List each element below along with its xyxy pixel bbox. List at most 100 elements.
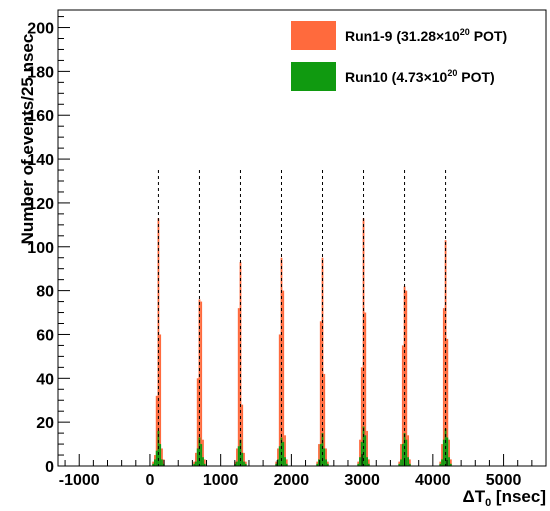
bar-run1-9-bunch5 [321, 257, 324, 466]
bar-run1-9-bunch4 [277, 448, 279, 466]
bar-run1-9-bunch2 [200, 301, 203, 466]
bar-run10-bunch8 [439, 463, 442, 466]
y-tick-label: 200 [27, 21, 54, 38]
bar-run10-bunch5 [316, 463, 319, 466]
bar-run10-bunch7 [407, 457, 409, 466]
bar-run10-bunch4 [275, 463, 278, 466]
bunch-center-markers [157, 170, 447, 466]
bar-run1-9-bunch6 [364, 312, 367, 466]
y-tick-label: 120 [27, 196, 54, 213]
bar-run10-bunch3 [237, 446, 240, 466]
bar-run1-9-bunch4 [280, 257, 283, 466]
bar-run10-bunch2 [196, 448, 199, 466]
x-axis-label: ΔT0 [nsec] [462, 487, 546, 509]
y-tick-label: 100 [27, 240, 54, 257]
bar-run10-bunch3 [244, 463, 247, 466]
bar-run1-9-bunch4 [285, 459, 288, 466]
x-tick-label: 0 [145, 472, 154, 489]
bar-run10-bunch6 [357, 463, 360, 466]
y-tick-label: 80 [36, 284, 54, 301]
legend-swatch-run10 [291, 62, 336, 91]
bar-run10-bunch1 [154, 459, 156, 466]
bar-run10-bunch1 [155, 450, 158, 466]
bar-run10-bunch6 [359, 457, 361, 466]
bar-run1-9-bunch8 [441, 444, 443, 466]
bar-run1-9-bunch6 [360, 367, 363, 466]
legend: Run1-9 (31.28×1020 POT) Run10 (4.73×1020… [291, 21, 507, 91]
bar-run10-bunch2 [200, 444, 203, 466]
bar-run1-9-bunch5 [323, 373, 326, 466]
bar-run10-bunch5 [321, 433, 324, 466]
bar-run1-9-bunch8 [448, 439, 450, 466]
bar-run10-bunch8 [448, 457, 450, 466]
bar-run1-9-bunch2 [196, 378, 199, 466]
bar-run10-bunch6 [367, 463, 370, 466]
bar-run1-9-bunch2 [202, 439, 204, 466]
bar-run10-bunch8 [441, 459, 443, 466]
y-tick-label: 60 [36, 327, 54, 344]
bar-run1-9-bunch2 [195, 452, 197, 466]
bar-run1-9-bunch8 [446, 338, 449, 466]
bar-run10-bunch3 [236, 461, 238, 466]
bar-run10-bunch4 [284, 457, 286, 466]
y-tick-label: 140 [27, 152, 54, 169]
bar-run1-9-bunch3 [241, 404, 244, 466]
bar-run10-bunch2 [193, 463, 196, 466]
bar-run1-9-bunch3 [243, 452, 245, 466]
axis-tick-labels: 0 20 40 60 80 100 120 140 160 180 200 -1000 0 1000 200… [27, 21, 521, 489]
bar-run1-9-bunch7 [407, 435, 409, 466]
bar-run10-bunch7 [400, 459, 402, 466]
bar-run1-9-bunch6 [362, 218, 365, 466]
bar-run1-9-bunch4 [282, 290, 285, 466]
bar-run1-9-bunch8 [444, 240, 447, 466]
bar-run1-9-bunch7 [401, 345, 404, 466]
x-tick-label: 5000 [486, 472, 522, 489]
bar-run10-bunch2 [203, 463, 206, 466]
bar-run10-bunch4 [282, 441, 285, 466]
bar-run10-bunch5 [319, 444, 322, 466]
x-axis-label-subscript: 0 [485, 497, 491, 509]
bar-run10-bunch8 [442, 439, 445, 466]
bar-run10-bunch3 [241, 452, 244, 466]
bar-run10-bunch4 [277, 459, 279, 466]
bar-run1-9-bunch7 [408, 459, 411, 466]
bar-run10-bunch7 [408, 463, 411, 466]
bar-run1-9-bunch7 [405, 290, 408, 466]
bar-run1-9-bunch1 [155, 395, 158, 466]
bar-run1-9-bunch1 [161, 448, 163, 466]
histogram-bars [152, 218, 452, 466]
bar-run10-bunch4 [285, 463, 288, 466]
bar-run1-9-bunch6 [359, 439, 361, 466]
bar-run1-9-bunch8 [449, 459, 452, 466]
bar-run1-9-bunch6 [367, 459, 370, 466]
bar-run10-bunch4 [280, 437, 283, 466]
bar-run10-bunch6 [360, 441, 363, 466]
bar-run10-bunch5 [318, 459, 320, 466]
axis-ticks [58, 16, 547, 467]
bar-run1-9-bunch4 [278, 334, 281, 466]
bar-run10-bunch2 [198, 437, 201, 466]
bar-run1-9-bunch8 [442, 308, 445, 466]
x-axis-label-symbol: ΔT [462, 487, 485, 506]
bar-run10-bunch3 [243, 461, 245, 466]
bar-run10-bunch7 [403, 433, 406, 466]
y-axis-label: Number of events/25 nsec [18, 34, 37, 245]
bar-run10-bunch4 [278, 446, 281, 466]
bar-run1-9-bunch1 [157, 218, 160, 466]
bar-run1-9-bunch4 [284, 435, 286, 466]
bar-run10-bunch5 [323, 448, 326, 466]
bar-run1-9-bunch6 [366, 430, 368, 466]
bar-run10-bunch6 [364, 435, 367, 466]
y-tick-label: 40 [36, 371, 54, 388]
bar-run10-bunch2 [202, 457, 204, 466]
bar-run10-bunch1 [159, 444, 162, 466]
y-tick-label: 180 [27, 64, 54, 81]
bar-run10-bunch1 [161, 459, 163, 466]
bar-run10-bunch5 [325, 459, 327, 466]
x-tick-label: -1000 [59, 472, 100, 489]
bar-run10-bunch8 [446, 437, 449, 466]
bar-run1-9-bunch1 [159, 334, 162, 466]
bar-run10-bunch7 [398, 463, 401, 466]
x-tick-label: 1000 [203, 472, 239, 489]
